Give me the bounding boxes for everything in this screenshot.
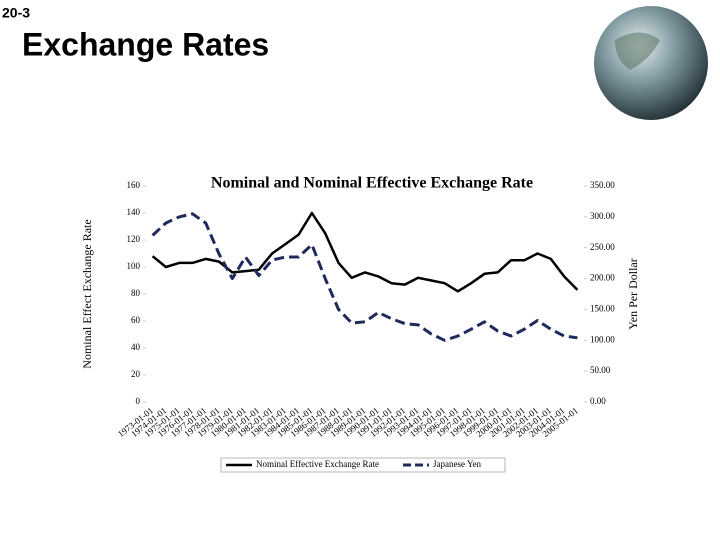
y2-tick-label: 50.00: [590, 365, 611, 375]
legend-box: [220, 457, 506, 473]
y-tick-label: 60: [131, 315, 141, 325]
y2-tick-label: 300.00: [590, 211, 615, 221]
slide-title: Exchange Rates: [22, 26, 269, 62]
y2-tick-label: 100.00: [590, 334, 615, 344]
series-line: [151, 212, 578, 342]
y2-tick-label: 250.00: [590, 242, 615, 252]
y2-tick-label: 350.00: [590, 180, 615, 190]
y-tick-label: 140: [127, 207, 141, 217]
y-tick-label: 160: [127, 180, 141, 190]
y2-axis-title: Yen Per Dollar: [626, 258, 640, 329]
y-tick-label: 40: [131, 342, 141, 352]
y2-tick-label: 150.00: [590, 303, 615, 313]
y-tick-label: 20: [131, 369, 141, 379]
y2-tick-label: 200.00: [590, 273, 615, 283]
y2-tick-label: 0.00: [590, 396, 606, 406]
y-tick-label: 100: [127, 261, 141, 271]
series-line: [151, 211, 579, 293]
slide-number: 20-3: [2, 5, 30, 21]
chart-title: Nominal and Nominal Effective Exchange R…: [211, 175, 533, 192]
globe-land: [615, 32, 660, 70]
y-tick-label: 0: [136, 396, 141, 406]
y-axis-title: Nominal Effect Exchange Rate: [80, 219, 94, 368]
y-tick-label: 120: [127, 234, 141, 244]
y-tick-label: 80: [131, 288, 141, 298]
legend-label: Japanese Yen: [433, 459, 481, 469]
legend-label: Nominal Effective Exchange Rate: [256, 459, 379, 469]
globe-decoration: [594, 6, 708, 120]
